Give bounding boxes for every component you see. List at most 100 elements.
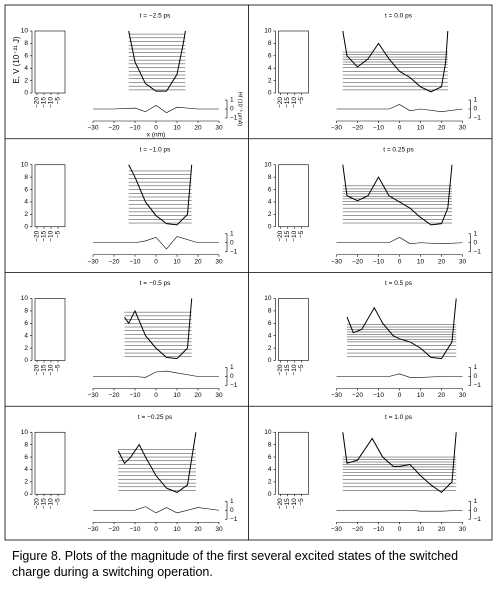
x-tick-label: −20: [108, 125, 119, 132]
inset-tick-label: −15: [41, 364, 48, 375]
y-tick-label: 4: [24, 65, 28, 72]
x-tick-label: −30: [87, 125, 98, 132]
y2-tick-label: 0: [474, 373, 478, 380]
x-tick-label: 30: [215, 526, 223, 533]
potential-curve: [346, 298, 457, 360]
inset-tick-label: −5: [55, 498, 62, 506]
inset-tick-label: −15: [284, 230, 291, 241]
x-tick-label: −20: [352, 125, 363, 132]
y-tick-label: 10: [264, 161, 272, 168]
x-tick-label: −10: [373, 258, 384, 265]
x-tick-label: 30: [459, 125, 467, 132]
y-tick-label: 0: [268, 357, 272, 364]
current-curve: [93, 506, 220, 514]
x-tick-label: −10: [373, 125, 384, 132]
panel-title: t = 0.0 ps: [385, 13, 413, 20]
x-tick-label: 0: [398, 258, 402, 265]
y2-tick-label: −1: [230, 248, 238, 255]
y-tick-label: 0: [24, 90, 28, 97]
x-tick-label: 10: [417, 526, 425, 533]
inset-frame: [34, 431, 66, 495]
current-curve: [93, 236, 219, 250]
y-tick-label: 4: [24, 332, 28, 339]
inset-tick-label: −10: [48, 498, 55, 509]
y-tick-label: 2: [24, 77, 28, 84]
inset-tick-label: −20: [277, 364, 284, 375]
y2-tick-label: −1: [230, 516, 238, 523]
y2-axis-label: Hf (10⁻³ μmA): [237, 92, 243, 127]
inset-frame: [278, 298, 309, 361]
y-tick-label: 10: [264, 429, 272, 436]
x-tick-label: −30: [331, 392, 342, 399]
x-tick-label: −20: [352, 258, 363, 265]
y2-tick-label: −1: [230, 115, 238, 122]
y-tick-label: 2: [268, 211, 272, 218]
inset-tick-label: −20: [277, 498, 284, 509]
inset-tick-label: −5: [298, 97, 305, 105]
x-tick-label: 30: [459, 258, 467, 265]
x-tick-label: −10: [129, 258, 140, 265]
x-tick-label: −20: [108, 526, 119, 533]
current-curve: [336, 509, 463, 512]
x-tick-label: 0: [154, 526, 158, 533]
y2-tick-label: 1: [474, 230, 478, 237]
inset-frame: [278, 30, 309, 94]
y-tick-label: 0: [268, 90, 272, 97]
y2-tick-label: 1: [230, 364, 234, 371]
current-curve: [93, 370, 219, 378]
potential-curve: [124, 298, 193, 360]
inset-tick-label: −5: [55, 364, 62, 372]
y-tick-label: 2: [24, 479, 28, 486]
y2-tick-label: 0: [230, 507, 234, 514]
x-tick-label: −10: [129, 125, 140, 132]
y2-tick-label: 0: [230, 373, 234, 380]
x-tick-label: −30: [87, 526, 98, 533]
y-tick-label: 6: [268, 454, 272, 461]
y2-tick-label: 0: [474, 507, 478, 514]
y-tick-label: 2: [268, 77, 272, 84]
y-tick-label: 2: [24, 345, 28, 352]
y-tick-label: 8: [268, 308, 272, 315]
x-tick-label: 20: [438, 392, 446, 399]
y-tick-label: 0: [268, 223, 272, 230]
x-tick-label: 30: [215, 258, 223, 265]
caption: Figure 8. Plots of the magnitude of the …: [12, 549, 459, 579]
panel-title: t = −0.5 ps: [140, 280, 171, 287]
y-tick-label: 6: [24, 454, 28, 461]
x-tick-label: 30: [459, 392, 467, 399]
x-tick-label: 10: [417, 258, 425, 265]
x-tick-label: −30: [331, 258, 342, 265]
y-tick-label: 8: [268, 40, 272, 47]
y2-tick-label: 0: [474, 106, 478, 113]
panel-title: t = 0.25 ps: [383, 146, 414, 153]
inset-tick-label: −20: [277, 230, 284, 241]
inset-tick-label: −10: [48, 97, 55, 108]
y-tick-label: 0: [268, 491, 272, 498]
y-tick-label: 0: [24, 491, 28, 498]
inset-tick-label: −20: [277, 97, 284, 108]
inset-tick-label: −10: [291, 97, 298, 108]
y-tick-label: 2: [268, 345, 272, 352]
y-tick-label: 4: [268, 332, 272, 339]
x-tick-label: 10: [173, 526, 181, 533]
x-tick-label: −20: [352, 526, 363, 533]
inset-tick-label: −20: [34, 97, 41, 108]
current-curve: [336, 237, 463, 244]
inset-tick-label: −20: [34, 498, 41, 509]
y-tick-label: 10: [21, 429, 29, 436]
inset-tick-label: −10: [291, 364, 298, 375]
y-tick-label: 8: [24, 174, 28, 181]
y2-tick-label: −1: [474, 115, 482, 122]
inset-tick-label: −5: [55, 230, 62, 238]
x-tick-label: 10: [173, 125, 181, 132]
y-tick-label: 2: [268, 479, 272, 486]
inset-frame: [34, 298, 66, 361]
inset-tick-label: −15: [284, 498, 291, 509]
inset-frame: [278, 164, 309, 228]
inset-tick-label: −10: [291, 230, 298, 241]
x-tick-label: 10: [417, 125, 425, 132]
x-tick-label: 20: [438, 125, 446, 132]
x-tick-label: −30: [87, 392, 98, 399]
inset-tick-label: −15: [41, 230, 48, 241]
